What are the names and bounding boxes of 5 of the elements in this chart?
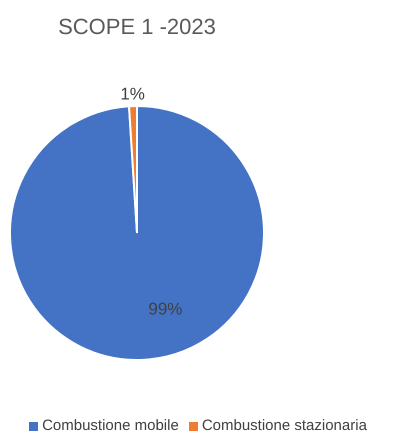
data-label: 99% <box>148 300 182 319</box>
data-label: 1% <box>120 84 145 104</box>
legend-label: Combustione stazionaria <box>202 417 367 434</box>
chart-title: SCOPE 1 -2023 <box>57 14 217 40</box>
legend-label: Combustione mobile <box>42 417 179 434</box>
